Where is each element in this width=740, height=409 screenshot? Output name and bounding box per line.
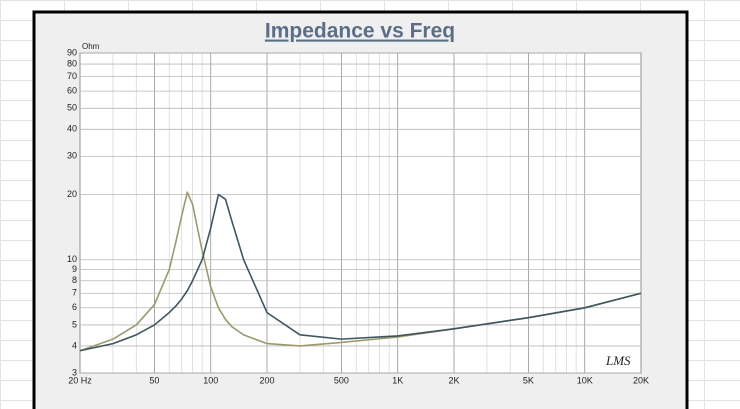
x-tick-label: 2K	[448, 375, 459, 385]
y-tick-label: 50	[67, 103, 77, 113]
x-tick-label: 20K	[633, 375, 649, 385]
y-tick-label: 90	[67, 47, 77, 57]
y-tick-label: 6	[72, 302, 77, 312]
y-tick-label: 9	[72, 264, 77, 274]
y-tick-label: 3	[72, 367, 77, 377]
y-tick-label: 40	[67, 124, 77, 134]
y-tick-label: 60	[67, 86, 77, 96]
y-tick-label: 30	[67, 151, 77, 161]
x-tick-label: 500	[334, 375, 349, 385]
y-tick-label: 10	[67, 254, 77, 264]
y-tick-label: 4	[72, 340, 77, 350]
chart-title: Impedance vs Freq	[265, 20, 455, 43]
x-tick-label: 20 Hz	[68, 375, 92, 385]
y-tick-label: 20	[67, 189, 77, 199]
y-axis-label: Ohm	[82, 42, 100, 51]
y-tick-label: 5	[72, 319, 77, 329]
y-tick-label: 7	[72, 288, 77, 298]
x-tick-label: 50	[149, 375, 159, 385]
x-tick-label: 5K	[523, 375, 534, 385]
x-tick-label: 100	[203, 375, 218, 385]
x-tick-label: 200	[259, 375, 274, 385]
x-tick-label: 1K	[392, 375, 403, 385]
series-line	[79, 193, 642, 352]
x-tick-label: 10K	[577, 375, 593, 385]
y-tick-label: 8	[72, 275, 77, 285]
y-tick-label: 70	[67, 71, 77, 81]
plot-area	[79, 52, 642, 374]
y-tick-label: 80	[67, 58, 77, 68]
annotation: LMS	[605, 353, 631, 368]
